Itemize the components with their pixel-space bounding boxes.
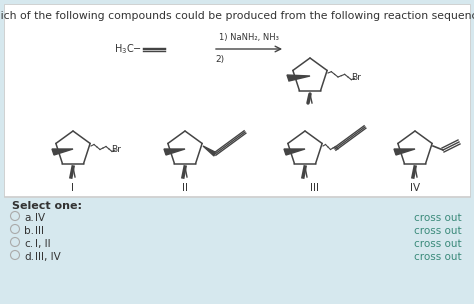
Polygon shape [203, 146, 215, 156]
Text: c.: c. [24, 239, 33, 249]
Text: Br: Br [351, 74, 361, 82]
Text: IV: IV [410, 183, 420, 193]
Text: II: II [182, 183, 188, 193]
Polygon shape [287, 75, 310, 81]
Text: III, IV: III, IV [35, 252, 61, 262]
Text: I: I [72, 183, 74, 193]
Text: Br: Br [111, 144, 121, 154]
Text: III: III [35, 226, 44, 236]
Polygon shape [52, 149, 73, 155]
Text: III: III [310, 183, 319, 193]
Text: Select one:: Select one: [12, 201, 82, 211]
Text: d.: d. [24, 252, 34, 262]
Polygon shape [284, 149, 305, 155]
Polygon shape [164, 149, 185, 155]
Text: H$_3$C$-$: H$_3$C$-$ [114, 42, 142, 56]
Text: 2): 2) [215, 55, 224, 64]
Text: I, II: I, II [35, 239, 51, 249]
Text: 1) NaNH₂, NH₃: 1) NaNH₂, NH₃ [219, 33, 279, 42]
Text: cross out: cross out [414, 213, 462, 223]
Text: b.: b. [24, 226, 34, 236]
Polygon shape [394, 149, 415, 155]
Text: cross out: cross out [414, 226, 462, 236]
Bar [4, 4, 470, 197]
Text: Which of the following compounds could be produced from the following reaction s: Which of the following compounds could b… [0, 11, 474, 21]
Text: a.: a. [24, 213, 34, 223]
Text: cross out: cross out [414, 239, 462, 249]
Text: IV: IV [35, 213, 45, 223]
Text: cross out: cross out [414, 252, 462, 262]
